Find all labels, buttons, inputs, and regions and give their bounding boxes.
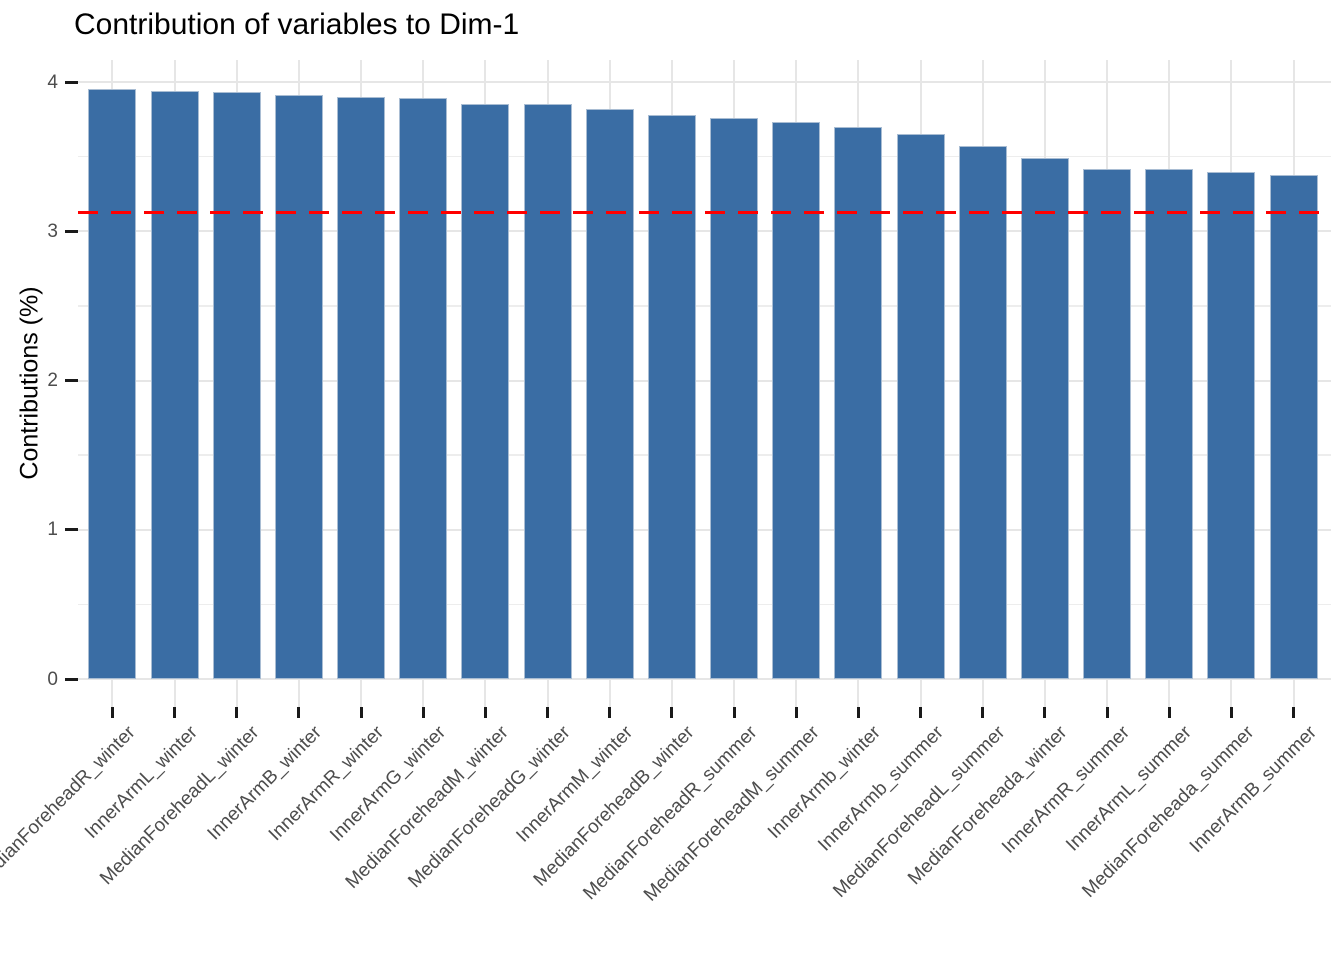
x-axis-tick <box>359 707 363 718</box>
gridline-horizontal-major <box>78 230 1331 233</box>
x-axis-tick <box>297 707 301 718</box>
gridline-horizontal-minor <box>78 155 1331 158</box>
y-tick-label: 3 <box>47 220 58 242</box>
bar <box>834 126 883 679</box>
gridline-horizontal-minor <box>78 454 1331 456</box>
x-tick-label: InnerArmG_winter <box>326 722 451 846</box>
x-axis-tick <box>670 707 674 718</box>
y-axis-tick <box>65 379 78 382</box>
x-axis-tick <box>483 707 487 718</box>
x-axis-tick <box>173 707 177 718</box>
gridline-horizontal-major <box>78 379 1331 382</box>
x-axis-tick <box>1292 707 1296 718</box>
bar <box>1269 174 1318 679</box>
reference-line <box>78 211 1331 215</box>
bar <box>647 114 696 679</box>
x-axis-tick <box>235 707 239 718</box>
y-axis-tick <box>65 528 78 532</box>
bar <box>523 104 572 679</box>
x-tick-label: InnerArmR_winter <box>264 722 388 846</box>
gridline-horizontal-minor <box>78 305 1331 307</box>
x-axis-tick <box>421 707 425 718</box>
bar <box>585 108 634 679</box>
x-tick-label: InnerArmB_winter <box>203 722 326 845</box>
bar <box>1083 168 1132 679</box>
y-axis-tick <box>65 229 78 233</box>
x-axis-tick <box>919 707 923 718</box>
x-axis-tick <box>981 707 985 718</box>
y-axis-tick <box>65 80 78 84</box>
bar <box>212 92 261 679</box>
bar <box>274 95 323 679</box>
plot-panel <box>78 60 1331 707</box>
bar <box>710 117 759 679</box>
x-axis-tick <box>608 707 612 718</box>
x-axis-tick <box>1167 707 1171 718</box>
y-tick-label: 4 <box>47 71 58 93</box>
bar <box>896 134 945 679</box>
x-axis-tick <box>856 707 860 718</box>
x-axis-tick <box>1229 707 1233 718</box>
bar <box>1145 168 1194 679</box>
bar <box>1207 171 1256 679</box>
x-axis-tick <box>1105 707 1109 718</box>
bar <box>461 104 510 679</box>
bar <box>88 89 137 679</box>
x-tick-label: InnerArmL_winter <box>80 722 202 843</box>
bar <box>337 96 386 679</box>
y-axis-tick <box>65 677 78 681</box>
x-tick-label: InnerArmb_winter <box>764 722 886 843</box>
y-tick-label: 2 <box>47 370 58 391</box>
x-axis-tick <box>1043 707 1047 718</box>
x-axis-tick <box>794 707 798 718</box>
bar <box>958 146 1007 679</box>
bar <box>1020 158 1069 679</box>
chart-title: Contribution of variables to Dim-1 <box>74 8 520 41</box>
gridline-horizontal-major <box>78 678 1331 680</box>
bar <box>150 90 199 679</box>
x-axis-tick <box>110 707 114 718</box>
y-tick-label: 1 <box>47 519 58 541</box>
x-axis-tick <box>546 707 550 718</box>
gridline-horizontal-major <box>78 528 1331 531</box>
gridline-horizontal-major <box>78 81 1331 83</box>
x-tick-label: InnerArmM_winter <box>511 722 637 847</box>
bar <box>772 122 821 679</box>
x-axis-tick <box>732 707 736 718</box>
y-tick-label: 0 <box>47 668 58 690</box>
bar <box>399 98 448 679</box>
gridline-horizontal-minor <box>78 603 1331 606</box>
